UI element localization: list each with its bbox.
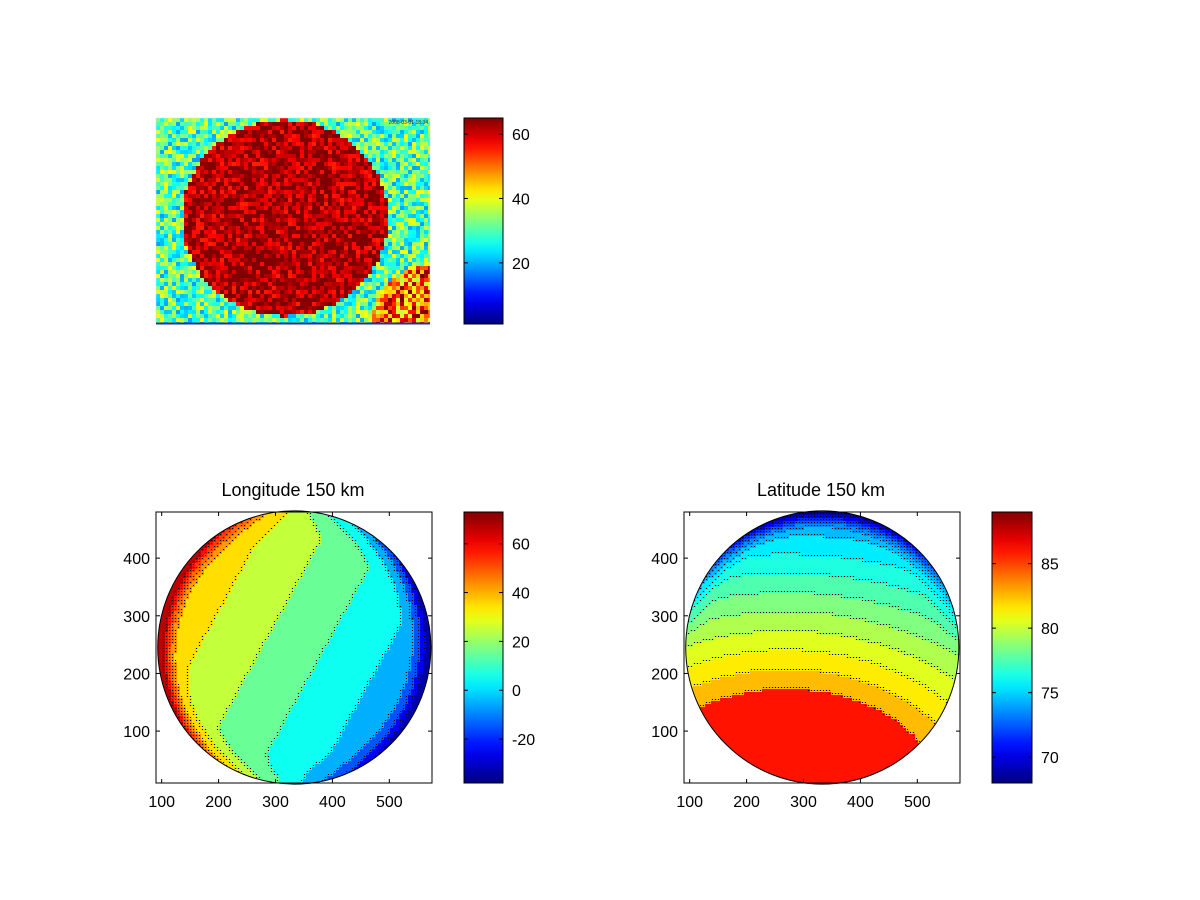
x-tick-label: 300 [790, 794, 817, 811]
colorbar-tick-label: 40 [512, 586, 530, 603]
colorbar-tick-label: 40 [512, 191, 530, 208]
y-tick-label: 100 [123, 724, 150, 741]
longitude-title: Longitude 150 km [221, 480, 364, 500]
x-tick-label: 200 [733, 794, 760, 811]
image-inset-label: 2008-03-01 18:34 [389, 120, 429, 126]
colorbar-tick-label: 60 [512, 537, 530, 554]
longitude-disk-edge [157, 510, 432, 785]
latitude-title: Latitude 150 km [757, 480, 885, 500]
longitude-plot: 100 200 300 400 500 100 200 300 400 [123, 510, 433, 811]
colorbar-image: 20 40 60 [463, 117, 530, 325]
y-tick-label: 300 [123, 609, 150, 626]
x-tick-label: 100 [676, 794, 703, 811]
image-panel: 2008-03-01 18:34 [155, 117, 431, 325]
y-tick-label: 200 [651, 666, 678, 683]
latitude-axes-frame [683, 511, 961, 784]
y-tick-label: 200 [123, 666, 150, 683]
x-tick-label: 400 [319, 794, 346, 811]
latitude-disk-edge [685, 510, 960, 785]
colorbar-tick-label: 20 [512, 634, 530, 651]
image-heatmap [156, 118, 430, 324]
x-tick-label: 400 [847, 794, 874, 811]
y-tick-label: 300 [651, 609, 678, 626]
x-tick-label: 100 [148, 794, 175, 811]
colorbar-tick-label: 75 [1041, 686, 1059, 703]
colorbar-tick-label: 20 [512, 256, 530, 273]
colorbar-tick-label: 80 [1041, 621, 1059, 638]
colorbar-tick-label: -20 [512, 732, 535, 749]
colorbar-latitude: 70 75 80 85 [991, 511, 1059, 784]
y-tick-label: 100 [651, 724, 678, 741]
colorbar-tick-label: 0 [512, 683, 521, 700]
latitude-plot: 100 200 300 400 500 100 200 300 400 [651, 510, 961, 811]
x-tick-label: 200 [205, 794, 232, 811]
y-tick-label: 400 [651, 551, 678, 568]
x-tick-label: 500 [904, 794, 931, 811]
x-tick-label: 500 [376, 794, 403, 811]
latitude-contour-fill [685, 512, 959, 785]
colorbar-image-fill [463, 117, 504, 325]
colorbar-longitude-fill [463, 511, 504, 784]
colorbar-tick-label: 70 [1041, 750, 1059, 767]
y-tick-label: 400 [123, 551, 150, 568]
colorbar-tick-label: 60 [512, 127, 530, 144]
colorbar-latitude-fill [991, 511, 1033, 784]
longitude-axes-frame [155, 511, 433, 784]
colorbar-longitude: -20 0 20 40 60 [463, 511, 535, 784]
colorbar-tick-label: 85 [1041, 557, 1059, 574]
x-tick-label: 300 [262, 794, 289, 811]
